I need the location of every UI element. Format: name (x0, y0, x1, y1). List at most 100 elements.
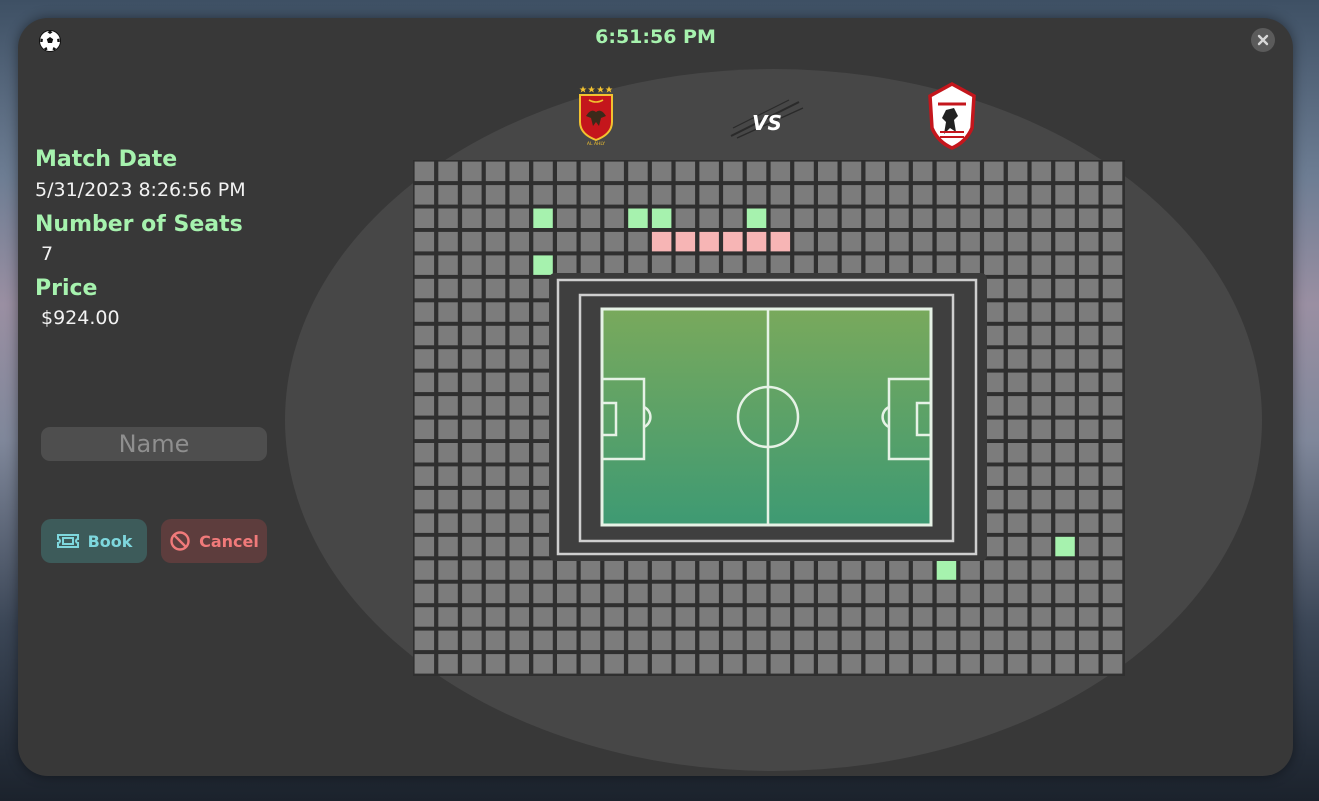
seat[interactable] (794, 560, 814, 580)
seat[interactable] (1031, 513, 1052, 533)
seat[interactable] (912, 607, 933, 627)
seat-selected[interactable] (651, 208, 672, 229)
seat[interactable] (1079, 278, 1099, 299)
seat[interactable] (818, 583, 838, 604)
seat[interactable] (1031, 489, 1052, 510)
seat[interactable] (438, 325, 458, 346)
seat[interactable] (628, 654, 648, 674)
seat[interactable] (462, 607, 482, 627)
seat[interactable] (723, 583, 743, 604)
seat[interactable] (414, 161, 435, 182)
seat[interactable] (533, 607, 553, 627)
seat[interactable] (1007, 396, 1028, 416)
seat[interactable] (1007, 513, 1028, 533)
seat[interactable] (580, 208, 601, 229)
seat[interactable] (462, 325, 482, 346)
seat[interactable] (1102, 443, 1123, 463)
seat[interactable] (770, 654, 791, 674)
seat[interactable] (889, 185, 909, 205)
seat[interactable] (509, 654, 530, 674)
seat[interactable] (841, 161, 862, 182)
seat[interactable] (1102, 231, 1123, 252)
seat[interactable] (1055, 325, 1075, 346)
seat[interactable] (414, 396, 435, 416)
seat[interactable] (794, 231, 814, 252)
seat[interactable] (651, 583, 672, 604)
seat[interactable] (1102, 185, 1123, 205)
seat[interactable] (865, 208, 886, 229)
seat[interactable] (485, 161, 506, 182)
seat[interactable] (960, 560, 980, 580)
seat[interactable] (580, 255, 601, 275)
seat[interactable] (438, 419, 458, 440)
seat[interactable] (1007, 607, 1028, 627)
seat[interactable] (841, 560, 862, 580)
seat[interactable] (984, 466, 1004, 486)
seat[interactable] (984, 419, 1004, 440)
seat[interactable] (509, 607, 530, 627)
seat[interactable] (580, 161, 601, 182)
seat[interactable] (1031, 583, 1052, 604)
seat[interactable] (936, 161, 957, 182)
seat[interactable] (1079, 607, 1099, 627)
seat[interactable] (462, 302, 482, 322)
seat-selected[interactable] (746, 208, 767, 229)
seat[interactable] (485, 513, 506, 533)
seat[interactable] (557, 607, 577, 627)
seat[interactable] (1031, 630, 1052, 651)
seat[interactable] (675, 185, 696, 205)
seat[interactable] (628, 560, 648, 580)
seat[interactable] (1007, 466, 1028, 486)
seat[interactable] (509, 536, 530, 557)
seat[interactable] (1102, 302, 1123, 322)
seat[interactable] (1079, 630, 1099, 651)
seat[interactable] (889, 231, 909, 252)
seat[interactable] (889, 607, 909, 627)
seat[interactable] (1031, 185, 1052, 205)
seat[interactable] (746, 255, 767, 275)
seat[interactable] (818, 560, 838, 580)
seat[interactable] (865, 583, 886, 604)
seat[interactable] (1031, 654, 1052, 674)
seat[interactable] (912, 231, 933, 252)
seat[interactable] (936, 583, 957, 604)
seat[interactable] (770, 255, 791, 275)
seat[interactable] (414, 278, 435, 299)
seat[interactable] (533, 466, 553, 486)
seat[interactable] (1007, 208, 1028, 229)
seat[interactable] (723, 185, 743, 205)
seat[interactable] (1055, 161, 1075, 182)
seat[interactable] (557, 630, 577, 651)
seat[interactable] (936, 255, 957, 275)
seat[interactable] (1102, 278, 1123, 299)
seat[interactable] (699, 607, 719, 627)
seat[interactable] (984, 630, 1004, 651)
seat[interactable] (699, 560, 719, 580)
seat[interactable] (723, 255, 743, 275)
seat[interactable] (818, 231, 838, 252)
seat[interactable] (1079, 349, 1099, 369)
seat[interactable] (462, 231, 482, 252)
seat[interactable] (936, 185, 957, 205)
seat[interactable] (509, 583, 530, 604)
seat-booked[interactable] (723, 231, 743, 252)
seat[interactable] (414, 231, 435, 252)
seat[interactable] (485, 208, 506, 229)
seat[interactable] (1079, 185, 1099, 205)
seat[interactable] (1031, 255, 1052, 275)
seat[interactable] (485, 489, 506, 510)
seat[interactable] (509, 630, 530, 651)
seat[interactable] (509, 513, 530, 533)
seat[interactable] (1102, 349, 1123, 369)
seat[interactable] (485, 255, 506, 275)
seat[interactable] (414, 489, 435, 510)
seat[interactable] (794, 255, 814, 275)
seat[interactable] (438, 185, 458, 205)
seat[interactable] (865, 185, 886, 205)
seat[interactable] (557, 255, 577, 275)
seat[interactable] (1031, 443, 1052, 463)
seat[interactable] (580, 654, 601, 674)
seat[interactable] (865, 161, 886, 182)
seat[interactable] (841, 255, 862, 275)
seat[interactable] (1102, 536, 1123, 557)
